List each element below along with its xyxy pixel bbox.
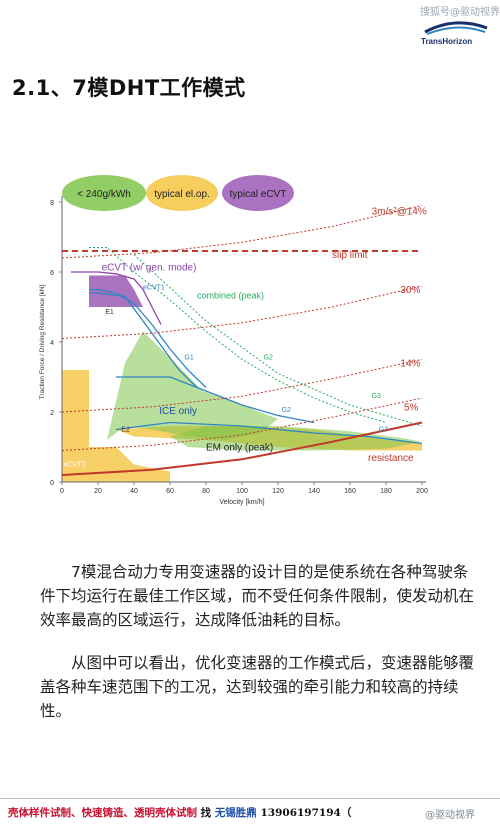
series-line [61,285,423,339]
y-tick-label: 6 [50,270,54,277]
label-acc-14: 3m/s²@14% [372,206,427,217]
label-ecvt-gen: eCVT (w/ gen. mode) [102,262,197,273]
label-ecvt2: eCVT2 [64,461,86,468]
transhorizon-logo [424,21,488,35]
x-tick-label: 0 [60,488,64,495]
efficiency-region-2 [170,426,422,451]
series-line [89,247,387,423]
label-ecvt1: eCVT1 [143,285,165,292]
y-tick-label: 8 [50,200,54,207]
label-resistance: resistance [368,453,414,464]
label-grade-14: 14% [400,359,420,370]
footer-ad-find: 找 [200,807,212,819]
legend-label: < 240g/kWh [77,189,131,200]
footer-advert: 壳体样件试制、快速铸造、透明壳体试制 找 无锡胜鼎 13906197194（ [8,805,351,820]
legend-label: typical el.op. [154,189,210,200]
footer-ad-services: 壳体样件试制、快速铸造、透明壳体试制 [8,807,197,819]
x-tick-label: 180 [380,488,392,495]
x-tick-label: 40 [130,488,138,495]
series-line [89,288,207,388]
legend-label: typical eCVT [230,189,287,200]
label-ice-only: ICE only [159,406,197,417]
x-tick-label: 160 [344,488,356,495]
label-slip-limit: slip limit [332,250,368,261]
series-line [133,254,423,427]
label-g3b: G3 [379,426,388,433]
footer-ad-company: 无锡胜鼎 [214,807,257,819]
ecvt-region [62,275,143,391]
legend-swatch [146,175,218,211]
x-tick-label: 100 [236,488,248,495]
x-tick-label: 140 [308,488,320,495]
label-g3: G3 [372,393,381,400]
footer-ad-phone: 13906197194（ [260,807,352,819]
x-tick-label: 20 [94,488,102,495]
label-e2: E2 [121,426,130,433]
label-grade-30: 30% [400,285,420,296]
x-tick-label: 120 [272,488,284,495]
x-tick-label: 80 [202,488,210,495]
series-line [71,271,162,325]
x-axis-label: Velocity [km/h] [219,499,264,506]
paragraph-2: 从图中可以看出，优化变速器的工作模式后，变速器能够覆盖各种车速范围下的工况，达到… [40,654,475,720]
label-em-only: EM only (peak) [206,443,273,454]
x-tick-label: 60 [166,488,174,495]
legend-swatch [62,175,146,211]
label-e1: E1 [105,309,114,316]
series-line [61,421,423,476]
page-title: 2.1、7模DHT工作模式 [12,76,246,100]
paragraph-1: 7模混合动力专用变速器的设计目的是使系统在各种驾驶条件下均运行在最佳工作区域，而… [40,563,475,629]
logo-text: TransHorizon [421,37,473,46]
label-g1-left: G1 [64,264,73,271]
series-line [116,376,315,424]
footer-divider [0,798,500,799]
footer-watermark: @驱动视界 [425,806,475,821]
label-g2: G2 [264,355,273,362]
y-axis-label: Traction Force / Driving Resistance [kN] [39,285,46,400]
series-line [61,397,423,451]
label-g1: G1 [184,355,193,362]
label-grade-5: 5% [404,402,419,413]
y-tick-label: 2 [50,410,54,417]
y-tick-label: 4 [50,340,54,347]
header-watermark: 搜狐号@驱动视界 [420,7,500,18]
series-line [61,205,423,259]
x-tick-label: 200 [416,488,428,495]
series-line [89,292,198,388]
label-g2b: G2 [282,407,291,414]
y-tick-label: 0 [50,480,54,487]
label-combined: combined (peak) [197,290,264,300]
legend-swatch [222,175,294,211]
electric-region [62,370,170,482]
series-line [61,359,423,413]
series-line [115,421,423,445]
